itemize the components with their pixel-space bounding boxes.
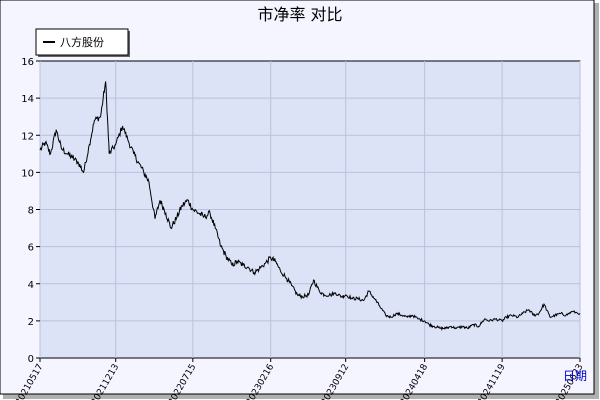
y-tick-label: 2 [28, 317, 34, 328]
y-axis: 0 2 4 6 8 10 12 14 16 [21, 57, 40, 365]
y-tick-label: 10 [21, 168, 34, 179]
y-tick-label: 0 [28, 354, 34, 365]
grid-lines [39, 61, 581, 358]
chart-title: 市净率 对比 [257, 5, 342, 24]
series-line-bafang [39, 81, 581, 331]
y-tick-label: 6 [28, 243, 34, 254]
x-axis-label: 日期 [563, 369, 587, 383]
legend: 八方股份 [35, 28, 130, 57]
y-tick-label: 4 [28, 280, 34, 291]
y-tick-label: 16 [21, 57, 34, 68]
y-tick-label: 14 [21, 94, 34, 105]
legend-label: 八方股份 [60, 35, 104, 49]
y-tick-label: 12 [21, 131, 34, 142]
y-tick-label: 8 [28, 206, 34, 217]
